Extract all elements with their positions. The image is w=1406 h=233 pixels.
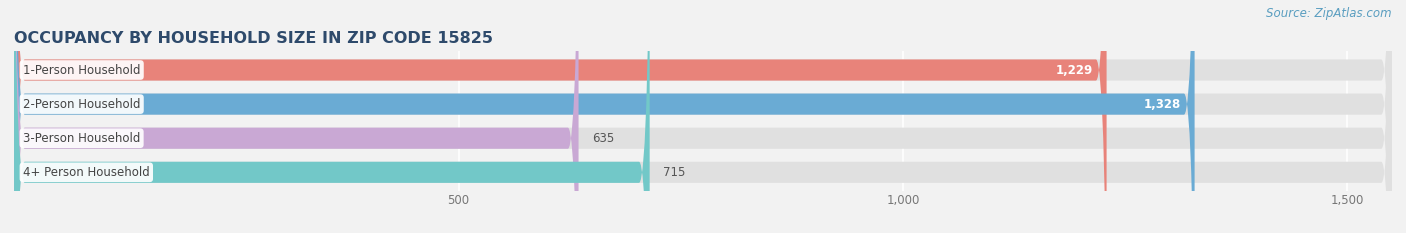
Text: 3-Person Household: 3-Person Household (22, 132, 141, 145)
FancyBboxPatch shape (14, 0, 578, 233)
FancyBboxPatch shape (14, 0, 1392, 233)
Text: OCCUPANCY BY HOUSEHOLD SIZE IN ZIP CODE 15825: OCCUPANCY BY HOUSEHOLD SIZE IN ZIP CODE … (14, 31, 494, 46)
Text: 1,229: 1,229 (1056, 64, 1094, 76)
Text: 715: 715 (664, 166, 685, 179)
Text: Source: ZipAtlas.com: Source: ZipAtlas.com (1267, 7, 1392, 20)
FancyBboxPatch shape (14, 0, 1392, 233)
FancyBboxPatch shape (14, 0, 650, 233)
Text: 1-Person Household: 1-Person Household (22, 64, 141, 76)
Text: 635: 635 (592, 132, 614, 145)
Text: 4+ Person Household: 4+ Person Household (22, 166, 149, 179)
FancyBboxPatch shape (14, 0, 1392, 233)
FancyBboxPatch shape (14, 0, 1195, 233)
Text: 2-Person Household: 2-Person Household (22, 98, 141, 111)
FancyBboxPatch shape (14, 0, 1392, 233)
FancyBboxPatch shape (14, 0, 1107, 233)
Text: 1,328: 1,328 (1144, 98, 1181, 111)
